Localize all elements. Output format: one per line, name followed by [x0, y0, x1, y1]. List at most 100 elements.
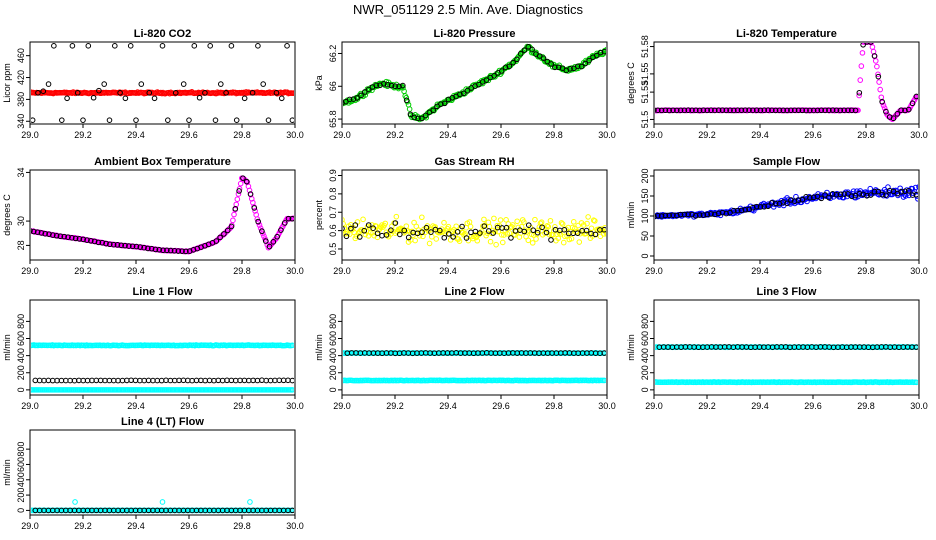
- data-point: [791, 107, 798, 114]
- data-point: [784, 107, 790, 114]
- data-point: [107, 241, 113, 248]
- data-point: [255, 43, 261, 49]
- data-point: [392, 220, 399, 226]
- page-title: NWR_051129 2.5 Min. Ave. Diagnostics: [352, 2, 584, 17]
- data-point: [428, 229, 434, 235]
- data-point: [483, 77, 490, 83]
- data-point: [544, 58, 551, 65]
- data-point: [156, 246, 163, 253]
- data-point: [289, 387, 294, 393]
- data-point: [909, 192, 916, 198]
- data-point: [278, 95, 285, 102]
- data-point: [453, 223, 460, 230]
- data-point: [281, 220, 288, 226]
- data-point: [662, 107, 669, 114]
- y-tick-label: 400: [328, 348, 338, 363]
- data-point: [432, 224, 438, 230]
- data-point: [165, 117, 171, 123]
- x-tick-label: 29.6: [492, 130, 510, 140]
- data-point: [666, 212, 673, 219]
- data-point: [738, 207, 745, 214]
- data-point: [913, 344, 918, 350]
- data-point: [559, 221, 566, 227]
- data-point: [506, 63, 513, 70]
- x-tick-label: 29.6: [492, 401, 510, 411]
- data-point: [362, 89, 368, 95]
- data-point: [51, 43, 57, 49]
- data-point: [761, 107, 768, 114]
- data-point: [284, 43, 290, 49]
- data-point: [373, 82, 380, 89]
- y-tick-label: 0.8: [328, 188, 338, 201]
- data-point: [240, 175, 246, 181]
- data-point: [677, 107, 684, 114]
- data-point: [826, 107, 832, 114]
- data-point: [236, 188, 242, 194]
- data-point: [916, 93, 918, 100]
- data-point: [230, 217, 236, 224]
- data-point: [247, 499, 253, 505]
- chart-title: Line 1 Flow: [133, 286, 193, 298]
- data-point: [503, 224, 510, 231]
- data-point: [658, 213, 665, 219]
- data-point: [213, 238, 220, 244]
- data-point: [343, 217, 345, 223]
- data-point: [685, 211, 692, 218]
- data-point: [410, 232, 416, 239]
- data-point: [757, 204, 764, 210]
- data-point: [700, 107, 707, 114]
- data-point: [76, 236, 83, 242]
- data-point: [133, 243, 140, 250]
- data-point: [447, 237, 454, 243]
- plot-area: [31, 175, 294, 255]
- plot-area: [343, 349, 606, 384]
- data-point: [126, 243, 132, 249]
- data-point: [795, 107, 802, 114]
- x-tick-label: 30.0: [598, 401, 616, 411]
- y-tick-label: 420: [16, 70, 26, 85]
- data-point: [80, 117, 86, 123]
- data-point: [489, 74, 496, 81]
- data-point: [734, 107, 741, 114]
- data-point: [379, 232, 385, 239]
- data-point: [655, 107, 657, 113]
- x-tick-label: 29.0: [645, 266, 663, 276]
- data-point: [257, 225, 264, 231]
- x-tick-label: 29.0: [645, 130, 663, 140]
- data-point: [583, 227, 590, 234]
- data-point: [433, 236, 440, 242]
- data-point: [406, 106, 413, 112]
- data-point: [510, 59, 516, 66]
- data-point: [84, 237, 90, 243]
- data-point: [655, 107, 661, 114]
- data-point: [552, 224, 558, 230]
- x-tick-label: 29.4: [751, 401, 769, 411]
- y-tick-label: 200: [640, 365, 650, 380]
- data-point: [289, 507, 294, 514]
- data-point: [829, 191, 836, 197]
- chart-title: Sample Flow: [753, 156, 821, 168]
- x-tick-label: 29.4: [127, 401, 145, 411]
- plot-area: [31, 499, 294, 514]
- data-point: [180, 81, 187, 87]
- data-point: [343, 377, 345, 384]
- data-point: [845, 191, 851, 197]
- data-point: [545, 223, 552, 230]
- plot-frame: [29, 169, 296, 261]
- data-point: [392, 83, 399, 90]
- data-point: [69, 43, 76, 49]
- data-point: [592, 231, 599, 238]
- data-point: [406, 228, 413, 235]
- chart-line4: Line 4 (LT) Flow 29.0 29.2 29.4 29.6 29.8 30.0…: [2, 416, 304, 531]
- data-point: [867, 192, 874, 198]
- data-point: [584, 220, 590, 227]
- data-point: [514, 56, 520, 63]
- data-point: [481, 216, 487, 223]
- data-point: [445, 223, 452, 230]
- data-point: [254, 216, 261, 222]
- data-point: [529, 240, 536, 246]
- y-tick-label: 380: [16, 92, 26, 107]
- x-tick-label: 29.0: [21, 401, 39, 411]
- x-tick-label: 29.4: [439, 266, 457, 276]
- y-tick-label: 0.5: [328, 243, 338, 256]
